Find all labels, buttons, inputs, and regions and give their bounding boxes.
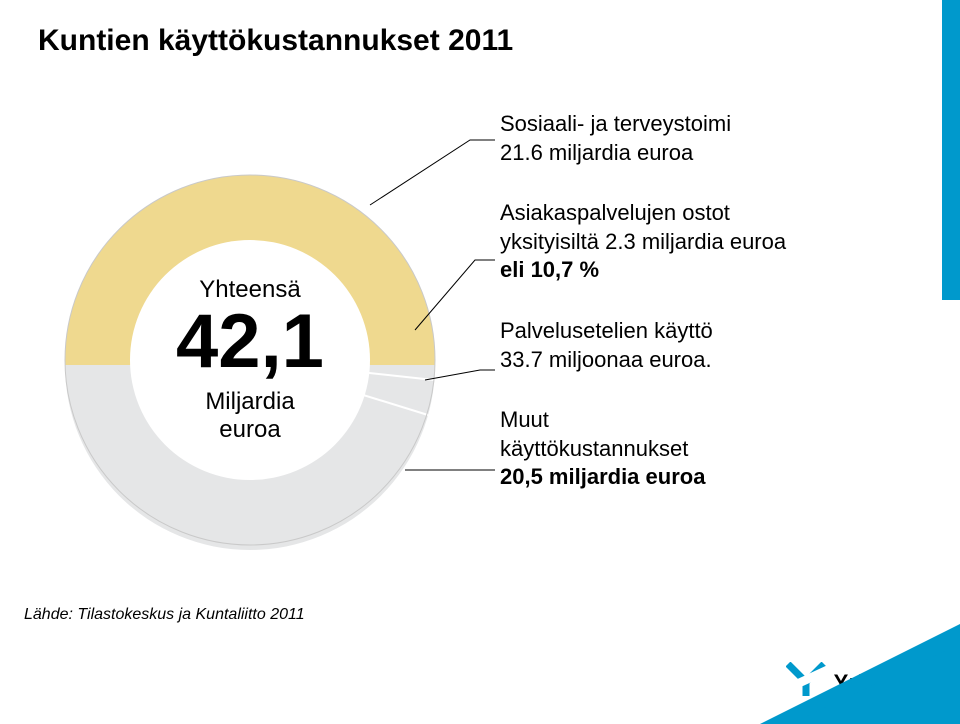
leader-3 — [425, 370, 495, 380]
label-sosiaali: Sosiaali- ja terveystoimi 21.6 miljardia… — [500, 110, 920, 167]
chart-labels: Sosiaali- ja terveystoimi 21.6 miljardia… — [500, 110, 920, 524]
label-muut-line1: Muut — [500, 406, 920, 435]
label-sosiaali-line2: 21.6 miljardia euroa — [500, 139, 920, 168]
label-sosiaali-line1: Sosiaali- ja terveystoimi — [500, 110, 920, 139]
label-asiakaspalvelut-line1: Asiakaspalvelujen ostot — [500, 199, 920, 228]
label-muut: Muut käyttökustannukset 20,5 miljardia e… — [500, 406, 920, 492]
corner-stripe-decor — [700, 604, 960, 724]
label-muut-line3: 20,5 miljardia euroa — [500, 463, 920, 492]
slide-root: Kuntien käyttökustannukset 2011 Yhteensä… — [0, 0, 960, 724]
label-palvelusetelit: Palvelusetelien käyttö 33.7 miljoonaa eu… — [500, 317, 920, 374]
source-citation: Lähde: Tilastokeskus ja Kuntaliitto 2011 — [24, 606, 305, 624]
label-asiakaspalvelut-line3: eli 10,7 % — [500, 256, 920, 285]
label-palvelusetelit-line2: 33.7 miljoonaa euroa. — [500, 346, 920, 375]
label-asiakaspalvelut: Asiakaspalvelujen ostot yksityisiltä 2.3… — [500, 199, 920, 285]
label-palvelusetelit-line1: Palvelusetelien käyttö — [500, 317, 920, 346]
label-muut-line2: käyttökustannukset — [500, 435, 920, 464]
leader-2 — [415, 260, 495, 330]
side-flag-decor — [942, 0, 960, 300]
label-asiakaspalvelut-line2: yksityisiltä 2.3 miljardia euroa — [500, 228, 920, 257]
leader-1 — [370, 140, 495, 205]
